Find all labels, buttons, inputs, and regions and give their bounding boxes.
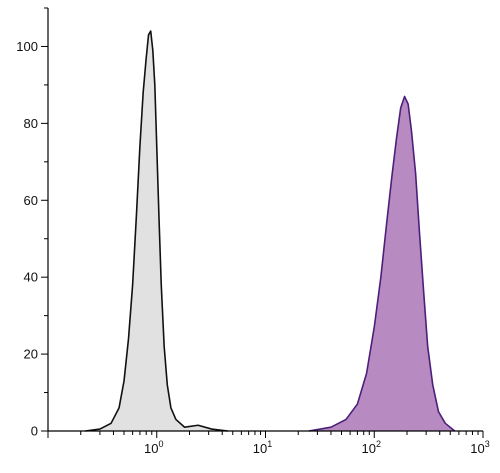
x-tick-label: 102 (362, 439, 381, 456)
x-tick-label: 101 (253, 439, 272, 456)
y-tick-label: 0 (31, 424, 38, 439)
plot-area (85, 30, 456, 432)
axes (41, 7, 484, 438)
y-tick-label: 60 (24, 193, 38, 208)
control-histogram-area (85, 31, 228, 431)
y-tick-label: 100 (16, 39, 38, 54)
sample-histogram-line (308, 95, 456, 432)
sample-histogram-area (308, 96, 455, 431)
y-tick-label: 80 (24, 116, 38, 131)
y-tick-label: 20 (24, 347, 38, 362)
tick-labels: 0 20 40 60 80 100 100 101 102 103 (16, 39, 489, 456)
y-tick-label: 40 (24, 270, 38, 285)
x-tick-label: 103 (470, 439, 489, 456)
x-tick-label: 100 (144, 439, 163, 456)
control-histogram-line (85, 30, 228, 432)
